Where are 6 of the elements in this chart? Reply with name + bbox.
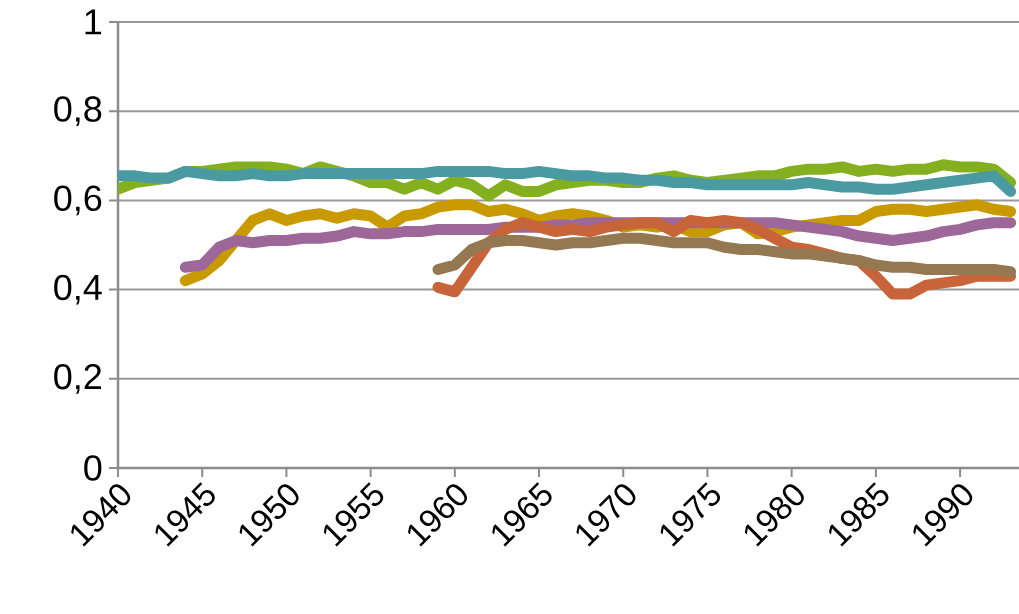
y-tick-label: 0,6 (54, 185, 102, 216)
y-tick-label: 0,2 (54, 363, 102, 394)
y-tick-label: 0,8 (54, 96, 102, 127)
y-tick-label: 1 (85, 9, 102, 35)
y-tick-label: 0 (84, 455, 102, 481)
y-tick-label: 0,4 (54, 274, 102, 305)
